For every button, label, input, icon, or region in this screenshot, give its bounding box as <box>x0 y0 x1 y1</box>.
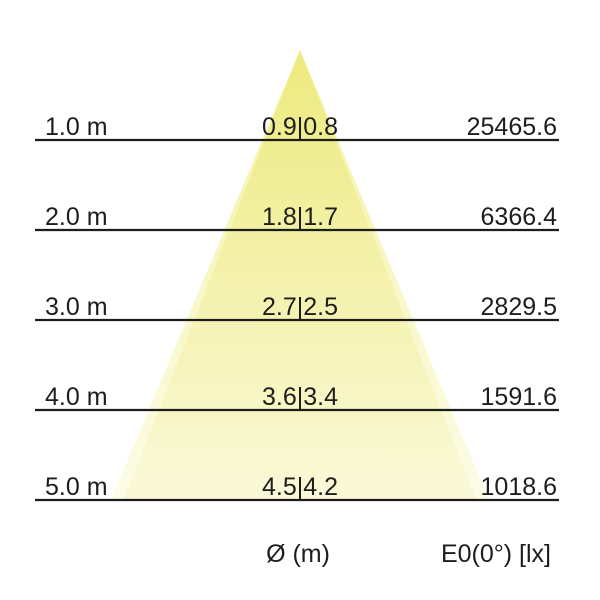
illuminance-value-3m: 2829.5 <box>481 293 557 321</box>
diameter-value-5m: 4.5|4.2 <box>262 473 338 501</box>
illuminance-value-5m: 1018.6 <box>481 473 557 501</box>
diameter-value-4m: 3.6|3.4 <box>262 383 338 411</box>
illuminance-value-4m: 1591.6 <box>481 383 557 411</box>
distance-label-1m: 1.0 m <box>45 113 108 141</box>
illuminance-value-1m: 25465.6 <box>467 113 557 141</box>
distance-label-3m: 3.0 m <box>45 293 108 321</box>
distance-label-2m: 2.0 m <box>45 203 108 231</box>
distance-label-5m: 5.0 m <box>45 473 108 501</box>
diameter-value-3m: 2.7|2.5 <box>262 293 338 321</box>
distance-label-4m: 4.0 m <box>45 383 108 411</box>
illuminance-value-2m: 6366.4 <box>481 203 558 231</box>
illuminance-column-label: E0(0°) [lx] <box>441 540 551 568</box>
diameter-column-label: Ø (m) <box>266 540 330 568</box>
diameter-value-1m: 0.9|0.8 <box>262 113 338 141</box>
diameter-value-2m: 1.8|1.7 <box>262 203 338 231</box>
cone-inner-beam <box>123 50 477 500</box>
